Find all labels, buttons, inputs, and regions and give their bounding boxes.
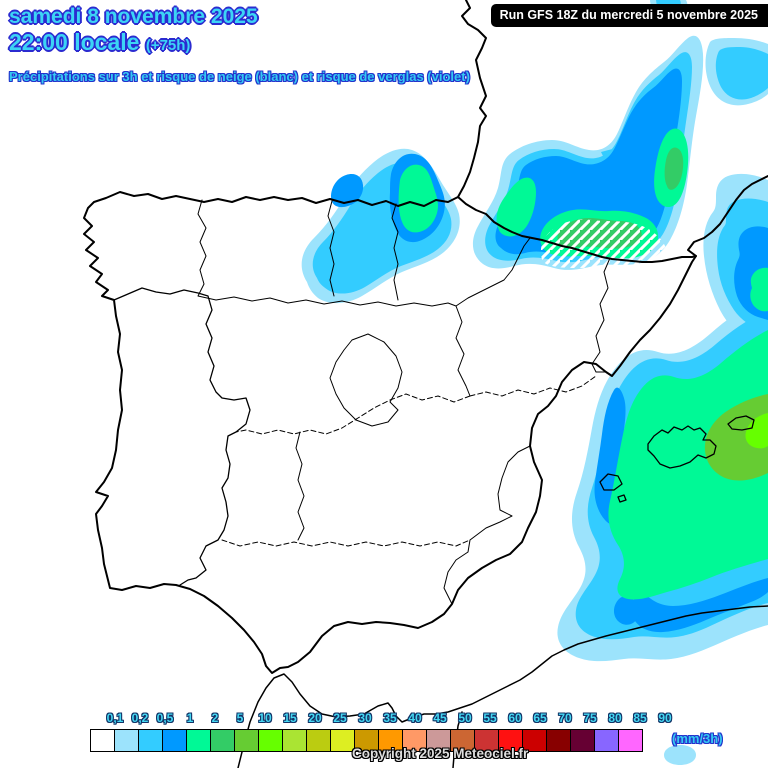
scale-tick-label: 10 [258,711,272,725]
scale-cell [570,729,595,752]
scale-tick-label: 75 [583,711,597,725]
precipitation-layer [301,0,768,765]
castilla-east-border [455,305,471,397]
madrid-border [329,333,403,427]
andalucia-north-border [221,539,471,547]
precip-topright-cyan [715,47,768,100]
forecast-offset: (+75h) [145,37,191,54]
scale-tick-label: 40 [408,711,422,725]
coastlines-layer [83,0,768,768]
aragon-catalonia-border [591,257,611,373]
scale-tick-label: 55 [483,711,497,725]
precip-med-green-ibiza [624,495,652,530]
clm-aragon-border [469,375,597,397]
pyrenees-border [457,196,697,263]
precip-right-edge-green-dot [750,267,768,312]
scale-tick-label: 5 [236,711,244,725]
precip-pyrenees-green-left [496,177,536,237]
scale-cell [306,729,331,752]
iberia-france-coastline [83,0,768,674]
navarra-aragon-border [455,237,531,307]
scale-tick-label: 2 [211,711,219,725]
scale-tick-label: 90 [658,711,672,725]
murcia-valencia-borders [443,445,531,605]
scale-tick-label: 15 [283,711,297,725]
north-region-borders [197,199,457,307]
scale-cell [594,729,619,752]
scale-cell [258,729,283,752]
scale-tick-label: 70 [558,711,572,725]
scale-unit-label: (mm/3h) [672,731,723,746]
snow-risk-hatch [540,219,667,268]
scale-tick-label: 50 [458,711,472,725]
scale-cell [234,729,259,752]
precip-balearics-bright [745,413,768,449]
scale-cell [546,729,571,752]
scale-tick-label: 30 [358,711,372,725]
precip-mediterranean-green [608,330,768,600]
scale-tick-label: 1 [186,711,194,725]
sistema-central-border [235,393,471,435]
precip-balearics-olive [704,394,768,481]
map-subtitle: Précipitations sur 3h et risque de neige… [9,69,470,84]
scale-tick-label: 65 [533,711,547,725]
extremadura-border [295,431,305,541]
scale-tick-label: 45 [433,711,447,725]
scale-cell [114,729,139,752]
copyright-label: Copyright 2025 Meteociel.fr [352,746,529,761]
precip-biscay-blue-1 [331,174,364,208]
scale-tick-label: 60 [508,711,522,725]
scale-cell [618,729,643,752]
color-scale-bar [90,729,643,752]
local-time: 22:00 locale [9,29,140,55]
scale-cell [282,729,307,752]
scale-labels: 0,1 0,2 0,5 1 2 5 10 15 20 25 30 35 40 45 50 55 60 65 70 75… [90,711,690,727]
scale-cell [138,729,163,752]
precip-pyrenees-seagreen-ne [664,147,684,190]
portugal-spain-border [113,287,251,586]
scale-cell [210,729,235,752]
scale-tick-label: 85 [633,711,647,725]
scale-cell [186,729,211,752]
precip-biscay-green [398,164,439,233]
scale-tick-label: 0,5 [156,711,174,725]
precip-med-blue-bottom [631,578,768,633]
scale-tick-label: 35 [383,711,397,725]
scale-cell [162,729,187,752]
map-header: samedi 8 novembre 2025 22:00 locale (+75… [9,5,258,59]
model-run-info: Run GFS 18Z du mercredi 5 novembre 2025 [490,4,768,27]
time-label: 22:00 locale (+75h) [9,29,258,59]
date-label: samedi 8 novembre 2025 [9,5,258,28]
precip-africa-spot-light [664,745,696,765]
balearic-islands [599,415,755,503]
precip-pyrenees-blue [495,68,682,257]
scale-tick-label: 0,1 [106,711,124,725]
scale-tick-label: 80 [608,711,622,725]
scale-tick-label: 20 [308,711,322,725]
scale-cell [90,729,115,752]
scale-tick-label: 25 [333,711,347,725]
scale-tick-label: 0,2 [131,711,149,725]
precip-med-blue-tail [613,596,640,625]
